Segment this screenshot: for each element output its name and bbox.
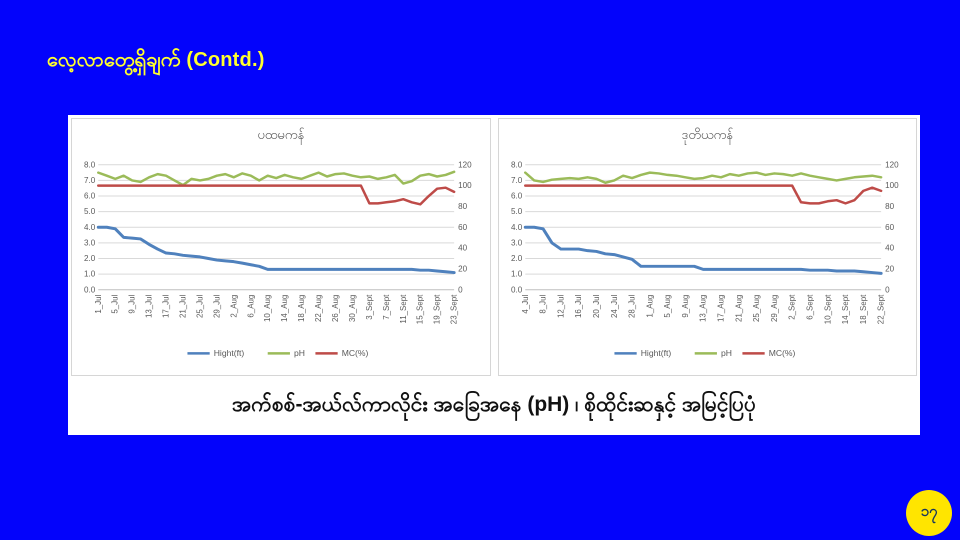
svg-text:0.0: 0.0: [84, 286, 96, 295]
svg-text:28_Jul: 28_Jul: [627, 295, 636, 319]
svg-text:25_Jul: 25_Jul: [195, 295, 204, 319]
svg-text:MC(%): MC(%): [768, 349, 795, 359]
svg-text:5.0: 5.0: [84, 208, 96, 217]
svg-text:7_Sept: 7_Sept: [382, 294, 391, 320]
svg-text:12_Jul: 12_Jul: [556, 295, 565, 319]
svg-text:24_Jul: 24_Jul: [609, 295, 618, 319]
caption: အက်စစ်-အယ်လ်ကာလိုင်း အခြေအနေ (pH) ၊ စိုထ…: [232, 392, 756, 416]
svg-text:14_Aug: 14_Aug: [280, 295, 289, 322]
svg-text:20_Jul: 20_Jul: [591, 295, 600, 319]
svg-text:1_Jul: 1_Jul: [94, 295, 103, 314]
svg-text:10_Sept: 10_Sept: [823, 294, 832, 324]
svg-text:26_Aug: 26_Aug: [331, 295, 340, 322]
svg-text:MC(%): MC(%): [342, 349, 369, 359]
svg-text:2_Sept: 2_Sept: [787, 294, 796, 320]
chart-first-pond: ပထမကန် 0.0 1.0 2.0 3.0 4.0 5.0 6.0 7.0 8.0 0 20 40 6…: [71, 118, 491, 376]
svg-text:60: 60: [458, 223, 468, 232]
svg-text:19_Sept: 19_Sept: [433, 294, 442, 324]
svg-text:6_Aug: 6_Aug: [246, 295, 255, 318]
svg-text:80: 80: [885, 202, 895, 211]
svg-text:14_Sept: 14_Sept: [840, 294, 849, 324]
page-number: ၁၇: [920, 503, 938, 520]
svg-text:21_Aug: 21_Aug: [734, 295, 743, 322]
svg-text:23_Sept: 23_Sept: [450, 294, 459, 324]
svg-text:2.0: 2.0: [84, 254, 96, 263]
svg-text:11_Sept: 11_Sept: [399, 294, 408, 324]
page-number-badge: ၁၇: [906, 490, 952, 536]
svg-text:100: 100: [885, 182, 899, 191]
svg-text:20: 20: [458, 265, 468, 274]
svg-text:4_Jul: 4_Jul: [520, 295, 529, 314]
svg-text:120: 120: [885, 161, 899, 170]
svg-text:18_Aug: 18_Aug: [297, 295, 306, 322]
svg-text:1_Aug: 1_Aug: [645, 295, 654, 318]
svg-text:8.0: 8.0: [511, 161, 523, 170]
charts-row: ပထမကန် 0.0 1.0 2.0 3.0 4.0 5.0 6.0 7.0 8.0 0 20 40 6…: [68, 115, 920, 379]
chart-second-pond: ဒုတိယကန် 0.0 1.0 2.0 3.0 4.0 5.0 6.0 7.0 8.0 0 20 4…: [497, 118, 917, 376]
svg-text:0: 0: [458, 286, 463, 295]
svg-text:15_Sept: 15_Sept: [416, 294, 425, 324]
chart-first-pond-title: ပထမကန်: [257, 127, 305, 142]
svg-text:6.0: 6.0: [84, 192, 96, 201]
charts-panel: ပထမကန် 0.0 1.0 2.0 3.0 4.0 5.0 6.0 7.0 8.0 0 20 40 6…: [68, 115, 920, 435]
svg-text:20: 20: [885, 265, 895, 274]
svg-text:6_Sept: 6_Sept: [805, 294, 814, 320]
svg-text:6.0: 6.0: [511, 192, 523, 201]
svg-text:17_Jul: 17_Jul: [162, 295, 171, 319]
svg-text:10_Aug: 10_Aug: [263, 295, 272, 322]
svg-text:8_Jul: 8_Jul: [538, 295, 547, 314]
svg-text:80: 80: [458, 202, 468, 211]
svg-text:3.0: 3.0: [511, 239, 523, 248]
svg-text:8.0: 8.0: [84, 161, 96, 170]
svg-text:18_Sept: 18_Sept: [858, 294, 867, 324]
svg-text:16_Jul: 16_Jul: [574, 295, 583, 319]
svg-text:13_Aug: 13_Aug: [698, 295, 707, 322]
svg-text:pH: pH: [720, 349, 731, 359]
svg-text:21_Jul: 21_Jul: [178, 295, 187, 319]
svg-text:120: 120: [458, 161, 472, 170]
svg-text:9_Jul: 9_Jul: [128, 295, 137, 314]
svg-text:7.0: 7.0: [511, 176, 523, 185]
svg-text:5_Jul: 5_Jul: [111, 295, 120, 314]
svg-text:1.0: 1.0: [84, 270, 96, 279]
svg-text:Hight(ft): Hight(ft): [640, 349, 671, 359]
svg-text:29_Aug: 29_Aug: [769, 295, 778, 322]
svg-text:pH: pH: [294, 349, 305, 359]
svg-text:29_Jul: 29_Jul: [212, 295, 221, 319]
svg-text:2.0: 2.0: [511, 254, 523, 263]
svg-text:0: 0: [885, 286, 890, 295]
svg-text:4.0: 4.0: [511, 223, 523, 232]
svg-text:13_Jul: 13_Jul: [145, 295, 154, 319]
svg-text:5.0: 5.0: [511, 208, 523, 217]
svg-text:2_Aug: 2_Aug: [229, 295, 238, 318]
svg-text:3_Sept: 3_Sept: [365, 294, 374, 320]
svg-text:5_Aug: 5_Aug: [663, 295, 672, 318]
svg-text:30_Aug: 30_Aug: [348, 295, 357, 322]
svg-text:40: 40: [458, 244, 468, 253]
svg-text:3.0: 3.0: [84, 239, 96, 248]
svg-text:9_Aug: 9_Aug: [680, 295, 689, 318]
svg-text:25_Aug: 25_Aug: [752, 295, 761, 322]
svg-text:40: 40: [885, 244, 895, 253]
svg-text:1.0: 1.0: [511, 270, 523, 279]
svg-text:17_Aug: 17_Aug: [716, 295, 725, 322]
svg-text:4.0: 4.0: [84, 223, 96, 232]
slide-title: လေ့လာတွေ့ရှိချက် (Contd.): [47, 49, 265, 71]
chart-second-pond-plot: 0.0 1.0 2.0 3.0 4.0 5.0 6.0 7.0 8.0 0 20 40 60 80 100 1…: [511, 161, 899, 359]
svg-text:22_Aug: 22_Aug: [314, 295, 323, 322]
svg-text:22_Sept: 22_Sept: [876, 294, 885, 324]
svg-text:100: 100: [458, 182, 472, 191]
svg-text:Hight(ft): Hight(ft): [214, 349, 245, 359]
chart-first-pond-plot: 0.0 1.0 2.0 3.0 4.0 5.0 6.0 7.0 8.0 0 20 40 60 80 100 1…: [84, 161, 472, 359]
chart-second-pond-title: ဒုတိယကန်: [681, 127, 733, 142]
svg-text:60: 60: [885, 223, 895, 232]
svg-text:7.0: 7.0: [84, 176, 96, 185]
svg-text:0.0: 0.0: [511, 286, 523, 295]
